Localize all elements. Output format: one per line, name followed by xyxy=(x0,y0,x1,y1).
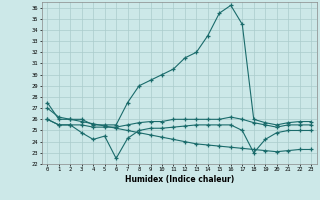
X-axis label: Humidex (Indice chaleur): Humidex (Indice chaleur) xyxy=(124,175,234,184)
